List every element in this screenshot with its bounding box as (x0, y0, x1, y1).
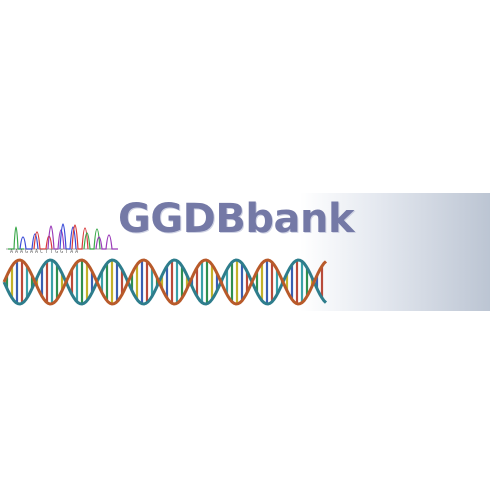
helix-backbone-strand-a (2, 258, 328, 306)
helix-backbone-strand-b (2, 258, 328, 306)
logo-banner: AAAGAACTTGGTAA GGDBbank (0, 193, 502, 311)
banner-gradient (300, 193, 490, 311)
chromatogram-trace-icon (6, 223, 118, 250)
dna-double-helix-icon (2, 258, 328, 306)
sequence-text: AAAGAACTTGGTAA (10, 249, 81, 255)
brand-name: GGDBbank (118, 196, 355, 242)
